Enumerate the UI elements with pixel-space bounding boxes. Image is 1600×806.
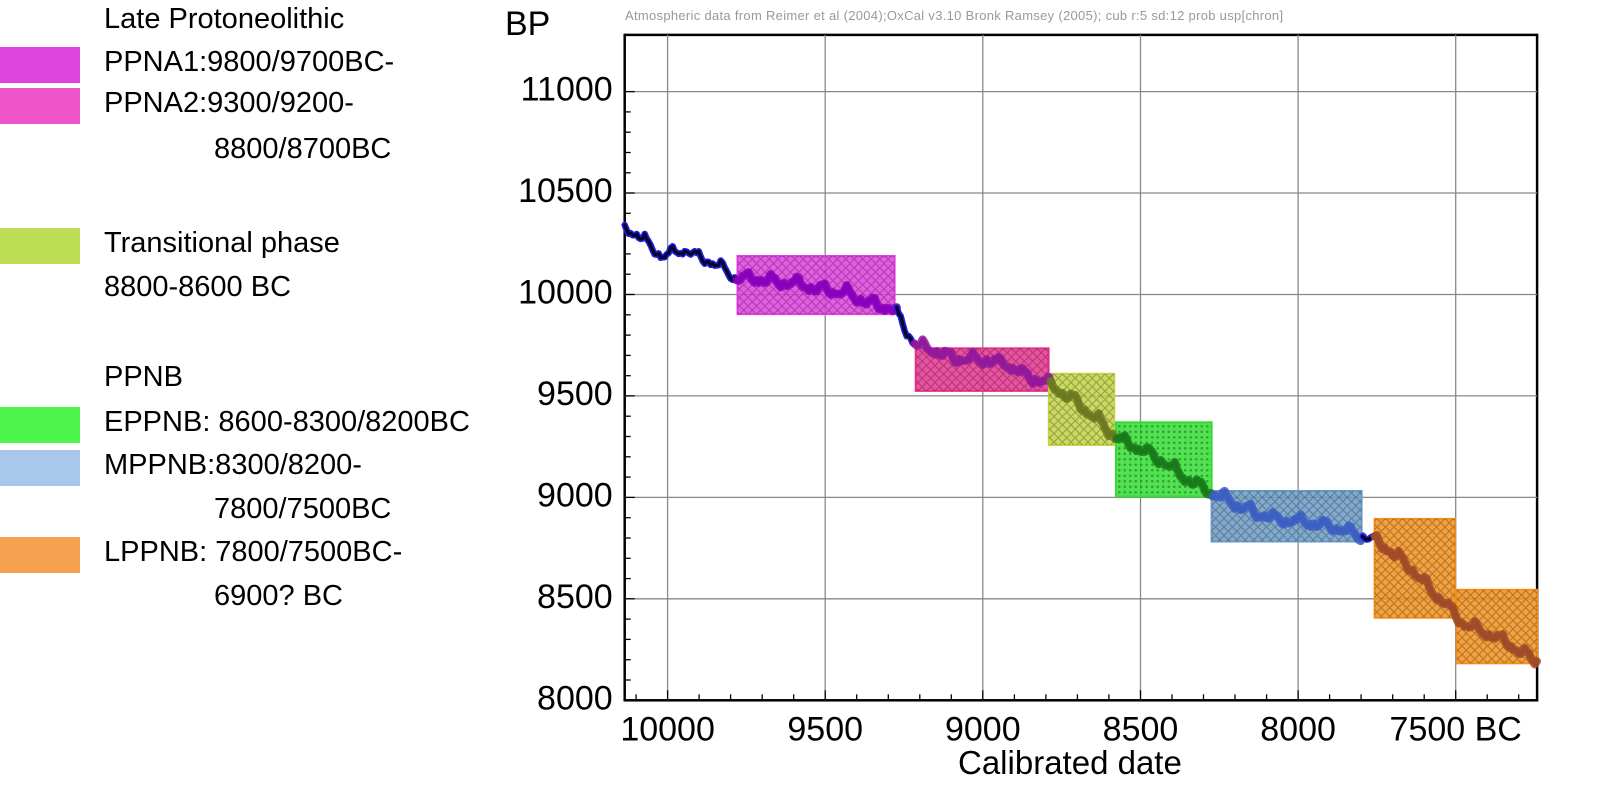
svg-text:8500: 8500 — [537, 578, 613, 616]
svg-text:7500 BC: 7500 BC — [1390, 710, 1522, 748]
svg-text:8000: 8000 — [1260, 710, 1336, 748]
svg-text:11000: 11000 — [521, 71, 613, 109]
svg-text:9500: 9500 — [537, 375, 613, 413]
svg-text:8500: 8500 — [1103, 710, 1179, 748]
svg-text:8000: 8000 — [537, 679, 613, 717]
svg-text:9000: 9000 — [945, 710, 1021, 748]
svg-text:9000: 9000 — [537, 476, 613, 514]
svg-text:10000: 10000 — [620, 710, 715, 748]
svg-text:10000: 10000 — [518, 274, 613, 312]
svg-text:9500: 9500 — [787, 710, 863, 748]
svg-text:10500: 10500 — [518, 172, 613, 210]
